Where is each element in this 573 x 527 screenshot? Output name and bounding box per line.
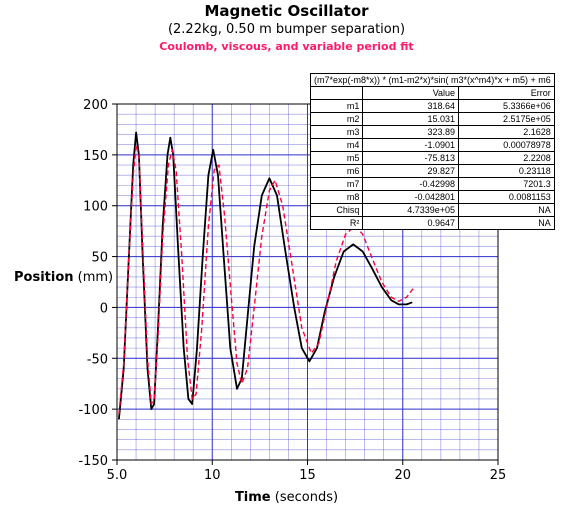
param-value-cell: 29.827 [362, 164, 460, 178]
y-axis-label-main: Position [14, 270, 74, 285]
x-axis-label-main: Time [234, 490, 271, 505]
param-name-cell: Chisq [309, 203, 364, 217]
y-tick-label: 0 [100, 301, 108, 316]
param-error-cell: 0.23118 [458, 164, 555, 178]
param-error-cell: NA [458, 203, 555, 217]
table-row: m5 -75.813 2.2208 [309, 151, 555, 165]
tick-labels: 5.0 10 15 20 25 -150 -100 -50 0 50 100 150 200 [78, 98, 506, 483]
param-name-cell: m1 [309, 99, 364, 113]
param-error-cell: 7201.3 [458, 177, 555, 191]
param-value-cell: 323.89 [362, 125, 460, 139]
table-row: m7 -0.42998 7201.3 [309, 177, 555, 191]
param-value-cell: -75.813 [362, 151, 460, 165]
y-tick-label: 100 [83, 200, 108, 215]
fit-description: Coulomb, viscous, and variable period fi… [159, 40, 414, 53]
table-row: m3 323.89 2.1628 [309, 125, 555, 139]
y-tick-label: -50 [87, 352, 108, 367]
y-tick-label: -150 [78, 454, 108, 469]
chart-subtitle: (2.22kg, 0.50 m bumper separation) [167, 22, 406, 37]
fit-curve-line [118, 144, 415, 415]
table-row: R² 0.9647 NA [309, 216, 555, 230]
table-row: (m7*exp(-m8*x)) * (m1-m2*x)*sin( m3*(x^m… [310, 73, 555, 87]
param-value-cell: 318.64 [362, 99, 460, 113]
param-name-cell: R² [309, 216, 364, 230]
x-axis-label: Time (seconds) [0, 490, 573, 505]
y-axis-label-unit: (mm) [73, 270, 114, 285]
fit-rows: m1 318.64 5.3366e+06 m2 15.031 2.5175e+05 m3 32… [309, 99, 555, 230]
chart-title: Magnetic Oscillator [204, 2, 369, 20]
param-value-cell: 0.9647 [362, 216, 460, 230]
param-name-cell: m5 [309, 151, 364, 165]
data-curve-line [118, 131, 413, 420]
y-axis-label: Position (mm) [14, 270, 113, 285]
data-series [118, 131, 415, 420]
param-error-cell: 2.1628 [458, 125, 555, 139]
param-error-cell: 2.5175e+05 [458, 112, 555, 126]
param-name-cell: m4 [309, 138, 364, 152]
plot-axes [112, 103, 499, 465]
y-tick-label: 50 [91, 251, 108, 266]
param-value-cell: -0.042801 [362, 190, 460, 204]
x-axis-label-unit: (seconds) [270, 490, 339, 505]
param-value-cell: -1.0901 [362, 138, 460, 152]
table-row: Chisq 4.7339e+05 NA [309, 203, 555, 217]
y-tick-label: -100 [78, 403, 108, 418]
x-tick-label: 25 [490, 468, 507, 483]
header-cell: Error [458, 86, 555, 100]
table-header-row: Value Error [309, 86, 555, 100]
param-error-cell: 0.00078978 [458, 138, 555, 152]
param-value-cell: 15.031 [362, 112, 460, 126]
y-tick-label: 150 [83, 149, 108, 164]
x-tick-label: 20 [394, 468, 411, 483]
table-row: m8 -0.042801 0.0081153 [309, 190, 555, 204]
param-error-cell: NA [458, 216, 555, 230]
table-row: m4 -1.0901 0.00078978 [309, 138, 555, 152]
param-value-cell: -0.42998 [362, 177, 460, 191]
y-tick-label: 200 [83, 98, 108, 113]
param-name-cell: m6 [309, 164, 364, 178]
table-row: m6 29.827 0.23118 [309, 164, 555, 178]
param-error-cell: 5.3366e+06 [458, 99, 555, 113]
fit-equation: (m7*exp(-m8*x)) * (m1-m2*x)*sin( m3*(x^m… [310, 73, 555, 87]
param-name-cell: m3 [309, 125, 364, 139]
x-tick-label: 10 [204, 468, 221, 483]
header-cell: Value [362, 86, 460, 100]
param-value-cell: 4.7339e+05 [362, 203, 460, 217]
param-name-cell: m7 [309, 177, 364, 191]
x-tick-label: 15 [299, 468, 316, 483]
param-name-cell: m2 [309, 112, 364, 126]
param-error-cell: 0.0081153 [458, 190, 555, 204]
table-row: m1 318.64 5.3366e+06 [309, 99, 555, 113]
param-error-cell: 2.2208 [458, 151, 555, 165]
param-name-cell: m8 [309, 190, 364, 204]
header-cell [309, 86, 364, 100]
table-row: m2 15.031 2.5175e+05 [309, 112, 555, 126]
fit-results-table: (m7*exp(-m8*x)) * (m1-m2*x)*sin( m3*(x^m… [309, 73, 555, 230]
x-tick-label: 5.0 [107, 468, 128, 483]
